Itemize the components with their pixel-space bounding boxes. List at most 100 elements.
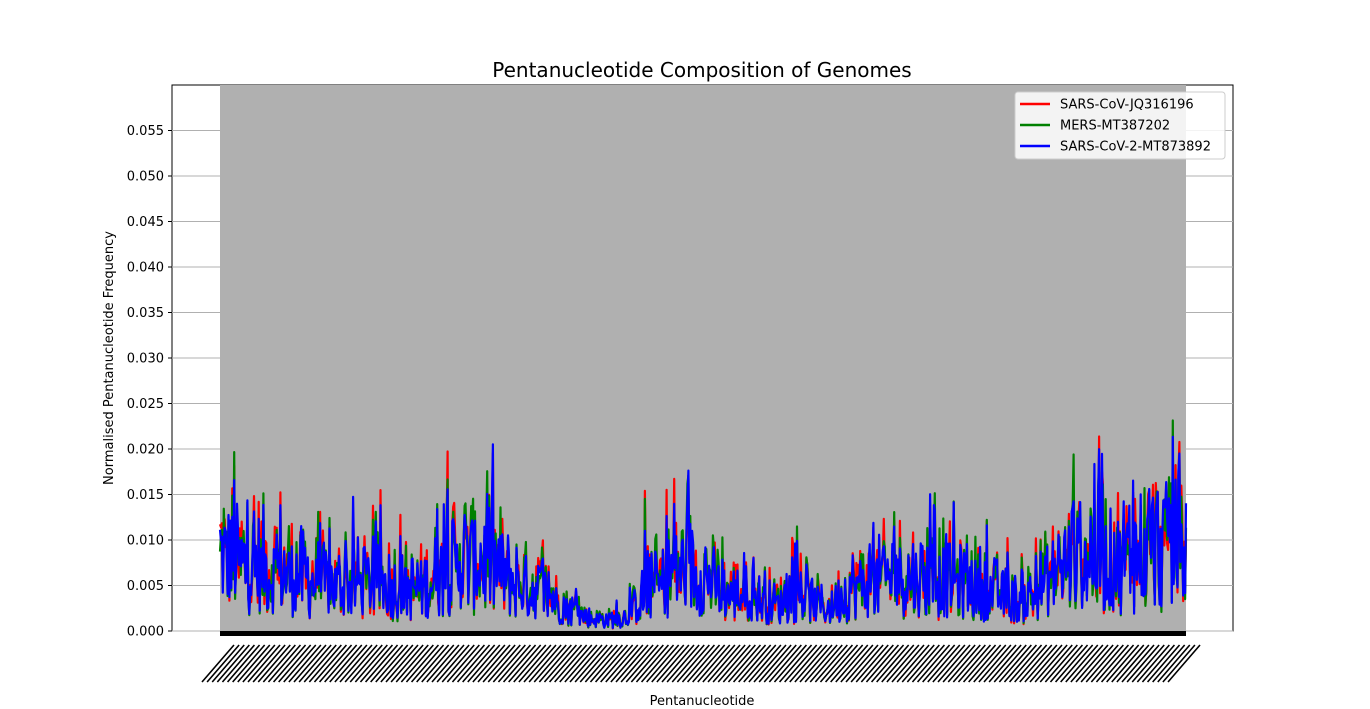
x-tick-label-mark <box>962 644 997 683</box>
x-tick-label-mark <box>686 644 721 683</box>
x-tick-label-mark <box>364 644 399 683</box>
x-tick-label-mark <box>1024 644 1058 683</box>
x-tick-label-mark <box>1141 644 1176 683</box>
x-tick-label-mark <box>502 644 537 683</box>
x-tick-label-mark <box>1095 644 1130 683</box>
x-tick-label-mark <box>574 644 608 683</box>
gridlines <box>172 130 1233 632</box>
x-tick-label-mark <box>410 644 445 683</box>
x-tick-label-mark <box>278 644 312 683</box>
series-line-3 <box>218 435 1188 630</box>
x-tick-label-mark <box>1029 644 1063 683</box>
x-tick-label-mark <box>799 644 833 683</box>
x-tick-label-mark <box>927 644 961 683</box>
x-tick-label-mark <box>1126 644 1160 683</box>
y-tick-label: 0.025 <box>127 397 164 412</box>
x-tick-label-mark <box>1121 644 1155 683</box>
x-tick-label-mark <box>916 644 951 683</box>
x-tick-label-mark <box>1106 644 1140 683</box>
x-tick-label-mark <box>968 644 1002 683</box>
x-tick-label-mark <box>370 644 404 683</box>
x-tick-label-mark <box>722 644 756 683</box>
x-tick-label-mark <box>1090 644 1124 683</box>
x-tick-label-mark <box>508 644 542 683</box>
x-tick-label-mark <box>584 644 618 683</box>
x-tick-label-mark <box>870 644 905 683</box>
legend-label-3: SARS-CoV-2-MT873892 <box>1060 140 1211 155</box>
x-tick-label-mark <box>625 644 659 683</box>
x-tick-label-mark <box>937 644 971 683</box>
x-tick-label-mark <box>1034 644 1068 683</box>
x-tick-label-mark <box>605 644 639 683</box>
x-tick-labels <box>201 644 1201 683</box>
x-tick-label-mark <box>594 644 629 683</box>
x-tick-label-mark <box>538 644 572 683</box>
x-tick-label-mark <box>334 644 368 683</box>
x-tick-label-mark <box>1162 644 1196 683</box>
x-tick-label-mark <box>242 644 276 683</box>
y-tick-label: 0.045 <box>127 215 164 230</box>
x-tick-label-mark <box>692 644 726 683</box>
x-tick-label-mark <box>518 644 552 683</box>
x-tick-label-mark <box>676 644 710 683</box>
x-tick-label-mark <box>824 644 859 683</box>
x-tick-label-mark <box>697 644 731 683</box>
x-tick-label-mark <box>226 644 261 683</box>
x-tick-label-mark <box>201 644 235 683</box>
x-tick-label-mark <box>1060 644 1094 683</box>
x-tick-label-mark <box>748 644 782 683</box>
x-tick-label-mark <box>1080 644 1114 683</box>
x-tick-label-mark <box>446 644 480 683</box>
x-tick-label-mark <box>467 644 501 683</box>
x-tick-label-mark <box>666 644 700 683</box>
x-tick-label-mark <box>830 644 864 683</box>
x-tick-label-mark <box>554 644 588 683</box>
x-tick-label-mark <box>1136 644 1170 683</box>
x-tick-label-mark <box>646 644 680 683</box>
x-tick-label-mark <box>272 644 307 683</box>
x-tick-label-mark <box>906 644 940 683</box>
x-tick-label-mark <box>569 644 603 683</box>
x-tick-label-mark <box>533 644 567 683</box>
x-tick-label-mark <box>651 644 685 683</box>
x-tick-label-mark <box>840 644 874 683</box>
x-tick-label-mark <box>656 644 690 683</box>
x-tick-label-mark <box>860 644 894 683</box>
x-tick-label-mark <box>615 644 649 683</box>
x-tick-label-mark <box>789 644 823 683</box>
x-tick-label-mark <box>252 644 286 683</box>
x-tick-label-mark <box>1008 644 1043 683</box>
y-tick-label: 0.040 <box>127 261 164 276</box>
x-tick-label-mark <box>922 644 956 683</box>
legend: SARS-CoV-JQ316196 MERS-MT387202 SARS-CoV-2… <box>1014 91 1226 160</box>
x-tick-label-mark <box>957 644 992 683</box>
x-tick-label-mark <box>865 644 900 683</box>
x-tick-label-mark <box>1131 644 1165 683</box>
x-tick-label-mark <box>814 644 848 683</box>
x-tick-label-mark <box>753 644 787 683</box>
x-tick-label-mark <box>482 644 516 683</box>
x-tick-label-mark <box>472 644 506 683</box>
x-tick-label-mark <box>497 644 532 683</box>
series-lines <box>218 419 1188 630</box>
x-tick-label-mark <box>886 644 920 683</box>
x-tick-label-mark <box>267 644 302 683</box>
x-tick-label-mark <box>543 644 578 683</box>
x-tick-label-mark <box>487 644 521 683</box>
x-tick-label-mark <box>952 644 986 683</box>
x-tick-label-mark <box>881 644 915 683</box>
x-tick-label-mark <box>758 644 792 683</box>
x-tick-label-mark <box>1044 644 1078 683</box>
x-tick-label-mark <box>548 644 583 683</box>
x-tick-label-mark <box>349 644 383 683</box>
y-tick-label: 0.000 <box>127 625 164 640</box>
x-tick-label-mark <box>375 644 409 683</box>
x-tick-label-mark <box>298 644 332 683</box>
x-tick-label-mark <box>702 644 736 683</box>
x-tick-label-mark <box>1100 644 1135 683</box>
x-tick-label-mark <box>436 644 470 683</box>
x-tick-label-mark <box>1111 644 1145 683</box>
x-tick-label-mark <box>344 644 378 683</box>
x-tick-label-mark <box>998 644 1032 683</box>
x-tick-label-mark <box>462 644 496 683</box>
